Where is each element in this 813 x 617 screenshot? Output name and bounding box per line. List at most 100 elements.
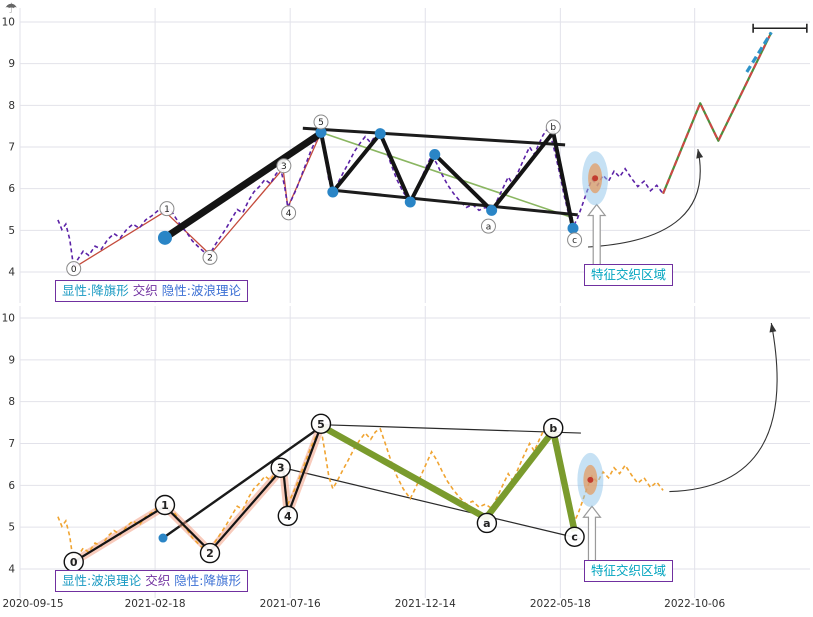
pole-line — [162, 425, 322, 540]
projection-guide-arrow-head — [696, 149, 704, 159]
x-tick-label: 2020-09-15 — [2, 598, 63, 610]
y-tick-label: 7 — [8, 438, 15, 450]
pivot-dot — [157, 230, 172, 245]
wave-marker-circle — [202, 249, 218, 265]
wave-marker-label: c — [571, 531, 578, 544]
wave-marker-circle — [281, 205, 297, 221]
flag-upper-line — [320, 424, 581, 434]
wave-marker-label: 3 — [277, 462, 285, 475]
wave-marker-label: 3 — [281, 162, 287, 172]
wave-marker-circle — [480, 218, 496, 234]
wave-zigzag — [73, 425, 323, 563]
flag-pole — [161, 129, 325, 242]
wave-marker-circle — [545, 119, 561, 135]
x-tick-label: 2021-12-14 — [395, 598, 456, 610]
channel-upper — [302, 126, 566, 147]
y-tick-label: 5 — [8, 522, 15, 534]
y-tick-label: 10 — [2, 313, 15, 325]
pivot-dot — [158, 533, 168, 543]
y-tick-label: 8 — [8, 100, 15, 112]
projection-guide-arrow — [669, 322, 778, 493]
feature-arrow — [586, 203, 607, 268]
caption-top-panel: 显性:降旗形 交织 隐性:波浪理论 — [55, 280, 248, 302]
caption-visible-part: 显性:波浪理论 — [62, 573, 142, 588]
price-series — [57, 127, 664, 271]
wave-marker-circle — [564, 526, 585, 547]
feature-zone-center-dot — [587, 476, 594, 483]
y-tick-label: 9 — [8, 354, 15, 366]
projection-teal-dashed — [745, 31, 773, 73]
y-tick-label: 4 — [8, 267, 15, 279]
pivot-dot — [404, 196, 416, 208]
y-tick-label: 9 — [8, 58, 15, 70]
wave-marker-label: 4 — [286, 209, 292, 219]
y-tick-label: 5 — [8, 225, 15, 237]
x-tick-label: 2021-02-18 — [125, 598, 186, 610]
wave-marker-label: 0 — [71, 265, 77, 275]
wave-marker-label: a — [483, 517, 490, 530]
wave-marker-label: 5 — [318, 118, 324, 128]
wave-marker-circle — [567, 232, 583, 248]
caption-interweave-part: 交织 — [145, 573, 171, 588]
caption-hidden-part: 隐性:降旗形 — [174, 573, 241, 588]
wave-zigzag — [319, 130, 575, 229]
wave-marker-label: a — [486, 222, 492, 232]
abc-zigzag-green — [319, 423, 578, 533]
flag-lower-line — [282, 467, 582, 540]
wave-marker-circle — [476, 512, 498, 534]
wave-marker-circle — [270, 457, 291, 478]
pivot-dot — [315, 126, 327, 138]
wave-marker-circle — [159, 201, 175, 217]
x-tick-label: 2022-10-06 — [664, 598, 725, 610]
wave-marker-label: c — [572, 236, 577, 246]
wave-marker-label: 1 — [164, 205, 170, 215]
wave-marker-circle — [66, 261, 82, 277]
wave-marker-label: 2 — [207, 254, 213, 264]
wave-marker-circle — [543, 417, 564, 439]
pivot-dot — [374, 128, 386, 140]
corner-umbrella-icon: ☂ — [5, 1, 18, 17]
projection-green — [662, 31, 773, 195]
x-tick-label: 2022-05-18 — [530, 598, 591, 610]
wave-marker-circle — [199, 542, 221, 564]
y-tick-label: 10 — [2, 17, 15, 29]
y-tick-label: 6 — [8, 480, 15, 492]
caption-interweave-part: 交织 — [132, 283, 158, 298]
pivot-dot — [429, 149, 441, 160]
feature-zone-center-dot — [592, 175, 599, 182]
wave-marker-circle — [310, 413, 332, 435]
y-tick-label: 4 — [8, 564, 15, 576]
pivot-dot — [486, 204, 498, 216]
channel-lower — [329, 188, 578, 217]
flag-midline — [320, 131, 574, 219]
wave-marker-label: 4 — [284, 510, 292, 523]
y-tick-label: 8 — [8, 396, 15, 408]
wave-glow — [71, 424, 325, 566]
wave-marker-circle — [277, 505, 299, 527]
wave-marker-label: b — [549, 422, 557, 435]
wave-marker-circle — [154, 494, 176, 516]
feature-zone-label-top: 特征交织区域 — [584, 264, 674, 286]
caption-bottom-panel: 显性:波浪理论 交织 隐性:降旗形 — [55, 570, 248, 592]
caption-visible-part: 显性:降旗形 — [62, 283, 129, 298]
y-tick-label: 7 — [8, 142, 15, 154]
wave-marker-label: 0 — [70, 556, 78, 569]
projection-guide-arrow-head — [769, 323, 777, 333]
wave-marker-label: 2 — [206, 547, 214, 560]
wave-marker-label: b — [550, 123, 556, 133]
wave-marker-circle — [313, 114, 329, 130]
x-tick-label: 2021-07-16 — [260, 598, 321, 610]
pivot-dot — [567, 222, 579, 234]
wave-marker-label: 5 — [317, 418, 325, 431]
wave-marker-circle — [276, 158, 292, 174]
y-tick-label: 6 — [8, 183, 15, 195]
feature-arrow — [582, 505, 602, 564]
pivot-dot — [327, 186, 339, 198]
feature-zone-label-bottom: 特征交织区域 — [584, 560, 674, 582]
wave-path-red — [73, 132, 322, 269]
projection-guide-arrow — [587, 148, 701, 248]
caption-hidden-part: 隐性:波浪理论 — [161, 283, 241, 298]
wave-marker-label: 1 — [161, 499, 169, 512]
